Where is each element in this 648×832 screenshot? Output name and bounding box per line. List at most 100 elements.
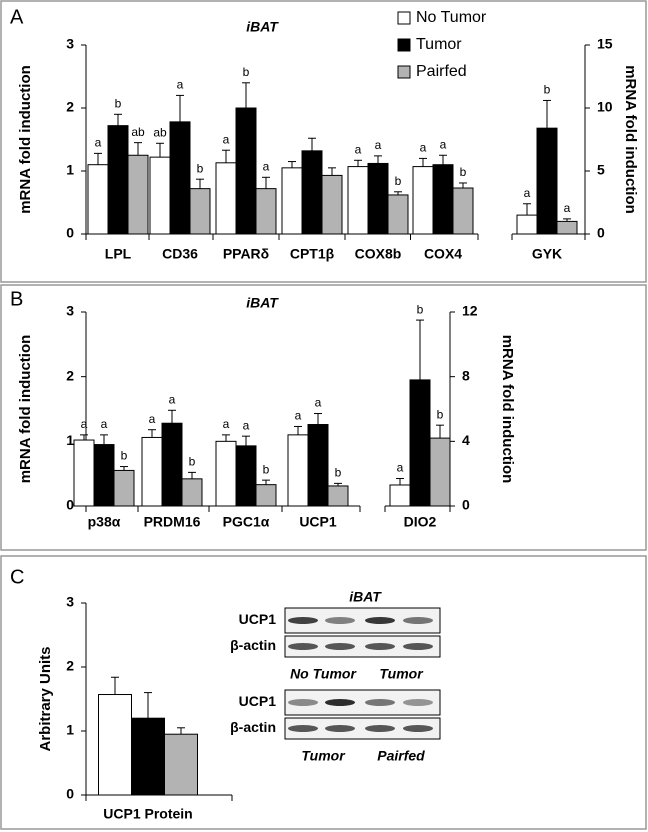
error-bar	[436, 424, 444, 439]
y2-tick-label: 0	[597, 225, 605, 241]
significance-label: a	[564, 201, 571, 215]
blot-box	[284, 635, 441, 658]
bar	[73, 439, 95, 507]
x-tick-label: UCP1	[299, 514, 337, 530]
blot-band	[403, 643, 433, 650]
blot-row-label: β-actin	[230, 719, 276, 735]
error-bar	[419, 157, 427, 167]
error-bar	[374, 155, 382, 164]
significance-label: a	[169, 392, 176, 406]
bar	[215, 162, 237, 235]
blot-band	[288, 643, 318, 650]
error-bar	[439, 154, 447, 165]
bar	[127, 154, 149, 235]
bar	[255, 188, 277, 235]
blot-band	[365, 699, 395, 706]
bar	[255, 484, 277, 507]
y-tick-label: 2	[66, 367, 74, 383]
y-tick-label: 3	[66, 303, 74, 319]
bar	[98, 694, 132, 796]
blot-band	[325, 617, 355, 624]
chart-title: iBAT	[246, 19, 279, 35]
error-bar	[543, 99, 551, 129]
significance-label: b	[437, 407, 444, 421]
blot-band	[288, 699, 318, 706]
significance-label: a	[243, 418, 250, 432]
blot-group-label: No Tumor	[290, 666, 357, 682]
error-bar	[394, 191, 402, 195]
significance-label: b	[121, 449, 128, 463]
error-bar	[94, 152, 102, 165]
significance-label: b	[417, 302, 424, 316]
significance-label: b	[189, 455, 196, 469]
blot-band	[365, 617, 395, 624]
legend-swatch	[397, 38, 411, 52]
blot-row-label: UCP1	[239, 611, 277, 627]
error-bar	[188, 471, 196, 479]
bar	[107, 125, 129, 235]
legend-swatch	[397, 11, 411, 25]
x-tick-label: CD36	[162, 246, 198, 262]
error-bar	[222, 434, 230, 442]
legend-label: No Tumor	[416, 9, 487, 26]
significance-label: a	[420, 141, 427, 155]
y-tick-label: 0	[66, 225, 74, 241]
significance-label: a	[263, 159, 270, 173]
bar	[452, 187, 474, 235]
bar	[327, 485, 349, 507]
blot-group-label: Tumor	[379, 666, 424, 682]
blot-band	[325, 699, 355, 706]
y-tick-label: 3	[66, 36, 74, 52]
error-bar	[354, 159, 362, 167]
panel-border	[0, 284, 647, 551]
error-bar	[222, 149, 230, 163]
bar	[181, 478, 203, 507]
significance-label: a	[375, 138, 382, 152]
significance-label: b	[335, 466, 342, 480]
y2-tick-label: 5	[597, 162, 605, 178]
bar	[536, 127, 558, 235]
x-tick-label: COX4	[424, 246, 462, 262]
significance-label: a	[295, 409, 302, 423]
blot-box	[284, 717, 441, 740]
significance-label: b	[197, 161, 204, 175]
significance-label: a	[149, 412, 156, 426]
y-tick-label: 1	[66, 162, 74, 178]
error-bar	[262, 176, 270, 189]
blot-band	[365, 643, 395, 650]
error-bar	[314, 413, 322, 425]
significance-label: a	[397, 461, 404, 475]
blot-band	[403, 725, 433, 732]
error-bar	[176, 94, 184, 122]
bar	[301, 150, 323, 235]
blot-band	[403, 699, 433, 706]
bar	[215, 440, 237, 507]
bar	[87, 164, 109, 235]
x-tick-label: GYK	[532, 246, 562, 262]
x-tick-label: UCP1 Protein	[103, 806, 192, 822]
significance-label: a	[524, 186, 531, 200]
y-tick-label: 2	[66, 658, 74, 674]
bar	[389, 484, 411, 507]
significance-label: b	[544, 83, 551, 97]
bar	[347, 166, 369, 235]
error-bar	[308, 137, 316, 151]
bar	[412, 166, 434, 235]
legend-swatch	[397, 65, 411, 79]
error-bar	[328, 167, 336, 176]
significance-label: a	[177, 78, 184, 92]
bar	[235, 107, 257, 235]
blot-band	[288, 725, 318, 732]
error-bar	[288, 161, 296, 168]
error-bar	[100, 434, 108, 445]
significance-label: a	[223, 417, 230, 431]
blot-band	[325, 725, 355, 732]
y-tick-label: 0	[66, 497, 74, 513]
blot-band	[325, 643, 355, 650]
bar	[281, 167, 303, 235]
x-tick-label: PPARδ	[223, 246, 269, 262]
error-bar	[396, 478, 404, 485]
x-tick-label: CPT1β	[290, 246, 335, 262]
error-bar	[177, 727, 185, 735]
